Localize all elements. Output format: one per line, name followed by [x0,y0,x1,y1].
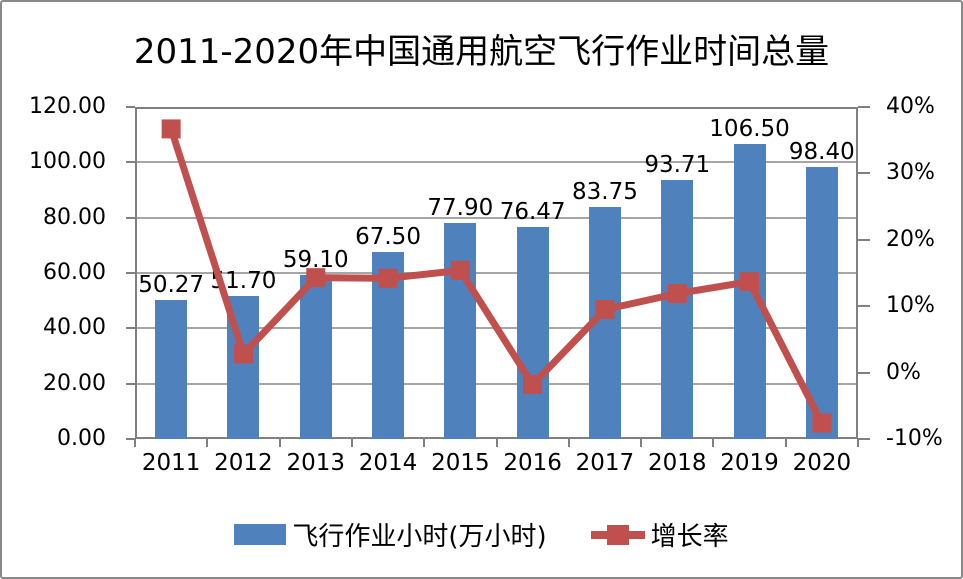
line-marker-2016 [523,375,543,395]
gridline [135,382,858,385]
legend-label-line-series: 增长率 [650,522,729,552]
secondary-axis-tick [858,371,870,374]
secondary-axis-tick-label: 10% [886,293,935,319]
bar-2013 [299,275,332,439]
secondary-axis-tick-label: 20% [886,226,935,252]
y-axis-tick-label: 40.00 [43,315,106,341]
gridline [135,272,858,274]
secondary-axis-tick-label: 0% [886,359,921,385]
secondary-axis-tick [858,305,870,308]
secondary-axis-tick-label: 40% [886,94,935,119]
x-axis-tick-label: 2018 [647,450,707,476]
x-axis-tick [857,439,859,447]
line-marker-2019 [740,272,760,292]
secondary-axis-tick [858,172,870,175]
legend-label-bar-series: 飞行作业小时(万小时) [292,522,547,552]
x-axis-tick-label: 2013 [286,450,346,476]
y-axis-tick-label: 20.00 [43,370,106,396]
bar-2019 [733,144,766,439]
bar-2015 [444,223,477,439]
growth-rate-line-chart [161,119,832,433]
bar-2020 [805,166,838,439]
plot-border [135,107,858,439]
bar-data-label: 98.40 [788,138,855,165]
x-axis-tick [278,439,281,447]
x-axis-tick [350,439,353,447]
y-axis-tick [126,216,135,219]
line-marker-2013 [306,268,326,288]
y-axis-tick [126,382,135,385]
x-axis-tick-label: 2014 [358,450,418,476]
y-axis-tick-label: 0.00 [57,426,106,451]
bar-data-label: 83.75 [572,179,638,206]
line-marker-2018 [667,284,687,304]
x-axis-tick-label: 2016 [503,450,562,476]
x-axis-tick [423,439,426,447]
x-axis-tick [567,439,570,447]
growth-line [167,127,825,425]
x-axis-tick-label: 2011 [141,450,201,476]
x-axis-tick [712,439,715,447]
bar-2011 [155,299,188,439]
x-axis-tick [206,439,209,447]
secondary-axis-tick-label: -10% [886,426,943,451]
line-marker-2017 [595,300,615,320]
x-axis-tick [495,439,498,447]
bar-data-label: 50.27 [138,271,205,298]
x-axis-tick [784,439,787,447]
secondary-axis-tick [858,106,870,108]
line-marker-2012 [233,344,253,364]
secondary-axis-tick [858,438,870,440]
y-axis-tick-label: 100.00 [29,149,106,175]
line-marker-2011 [161,119,181,139]
secondary-axis-tick-label: 30% [886,160,935,186]
line-marker-2020 [812,413,832,433]
x-axis-tick-label: 2017 [575,450,635,476]
bar-data-label: 77.90 [427,195,494,222]
line-marker-2014 [378,268,398,288]
secondary-axis-tick [858,238,870,241]
bar-2016 [516,227,549,439]
bar-series-swatch-icon [234,524,287,545]
line-marker-2015 [450,260,470,280]
y-axis-tick-label: 80.00 [43,204,106,230]
x-axis-tick-label: 2020 [792,450,852,476]
bar-data-label: 67.50 [355,224,421,251]
bar-2018 [661,179,694,439]
y-axis-tick [126,272,135,274]
bar-data-label: 93.71 [644,151,711,178]
y-axis-tick [126,327,135,330]
legend-item-line-series: 增长率 [590,516,729,553]
gridline [135,161,858,164]
bar-data-label: 76.47 [499,199,566,226]
gridline [135,216,858,219]
chart-title: 2011-2020年中国通用航空飞行作业时间总量 [133,32,830,72]
legend-item-bar-series: 飞行作业小时(万小时) [234,516,547,553]
x-axis-tick-label: 2015 [431,450,490,476]
x-axis-tick [640,439,643,447]
y-axis-tick [126,438,135,440]
x-axis-tick-label: 2019 [720,450,779,476]
y-axis-tick-label: 120.00 [29,94,106,119]
legend: 飞行作业小时(万小时) 增长率 [2,516,961,553]
x-axis-tick [134,439,136,447]
y-axis-tick [126,161,135,164]
y-axis-tick-label: 60.00 [43,260,106,285]
y-axis-tick [126,106,135,108]
bar-data-label: 106.50 [709,116,790,143]
x-axis-tick-label: 2012 [214,450,273,476]
line-series-swatch-icon [590,524,645,546]
